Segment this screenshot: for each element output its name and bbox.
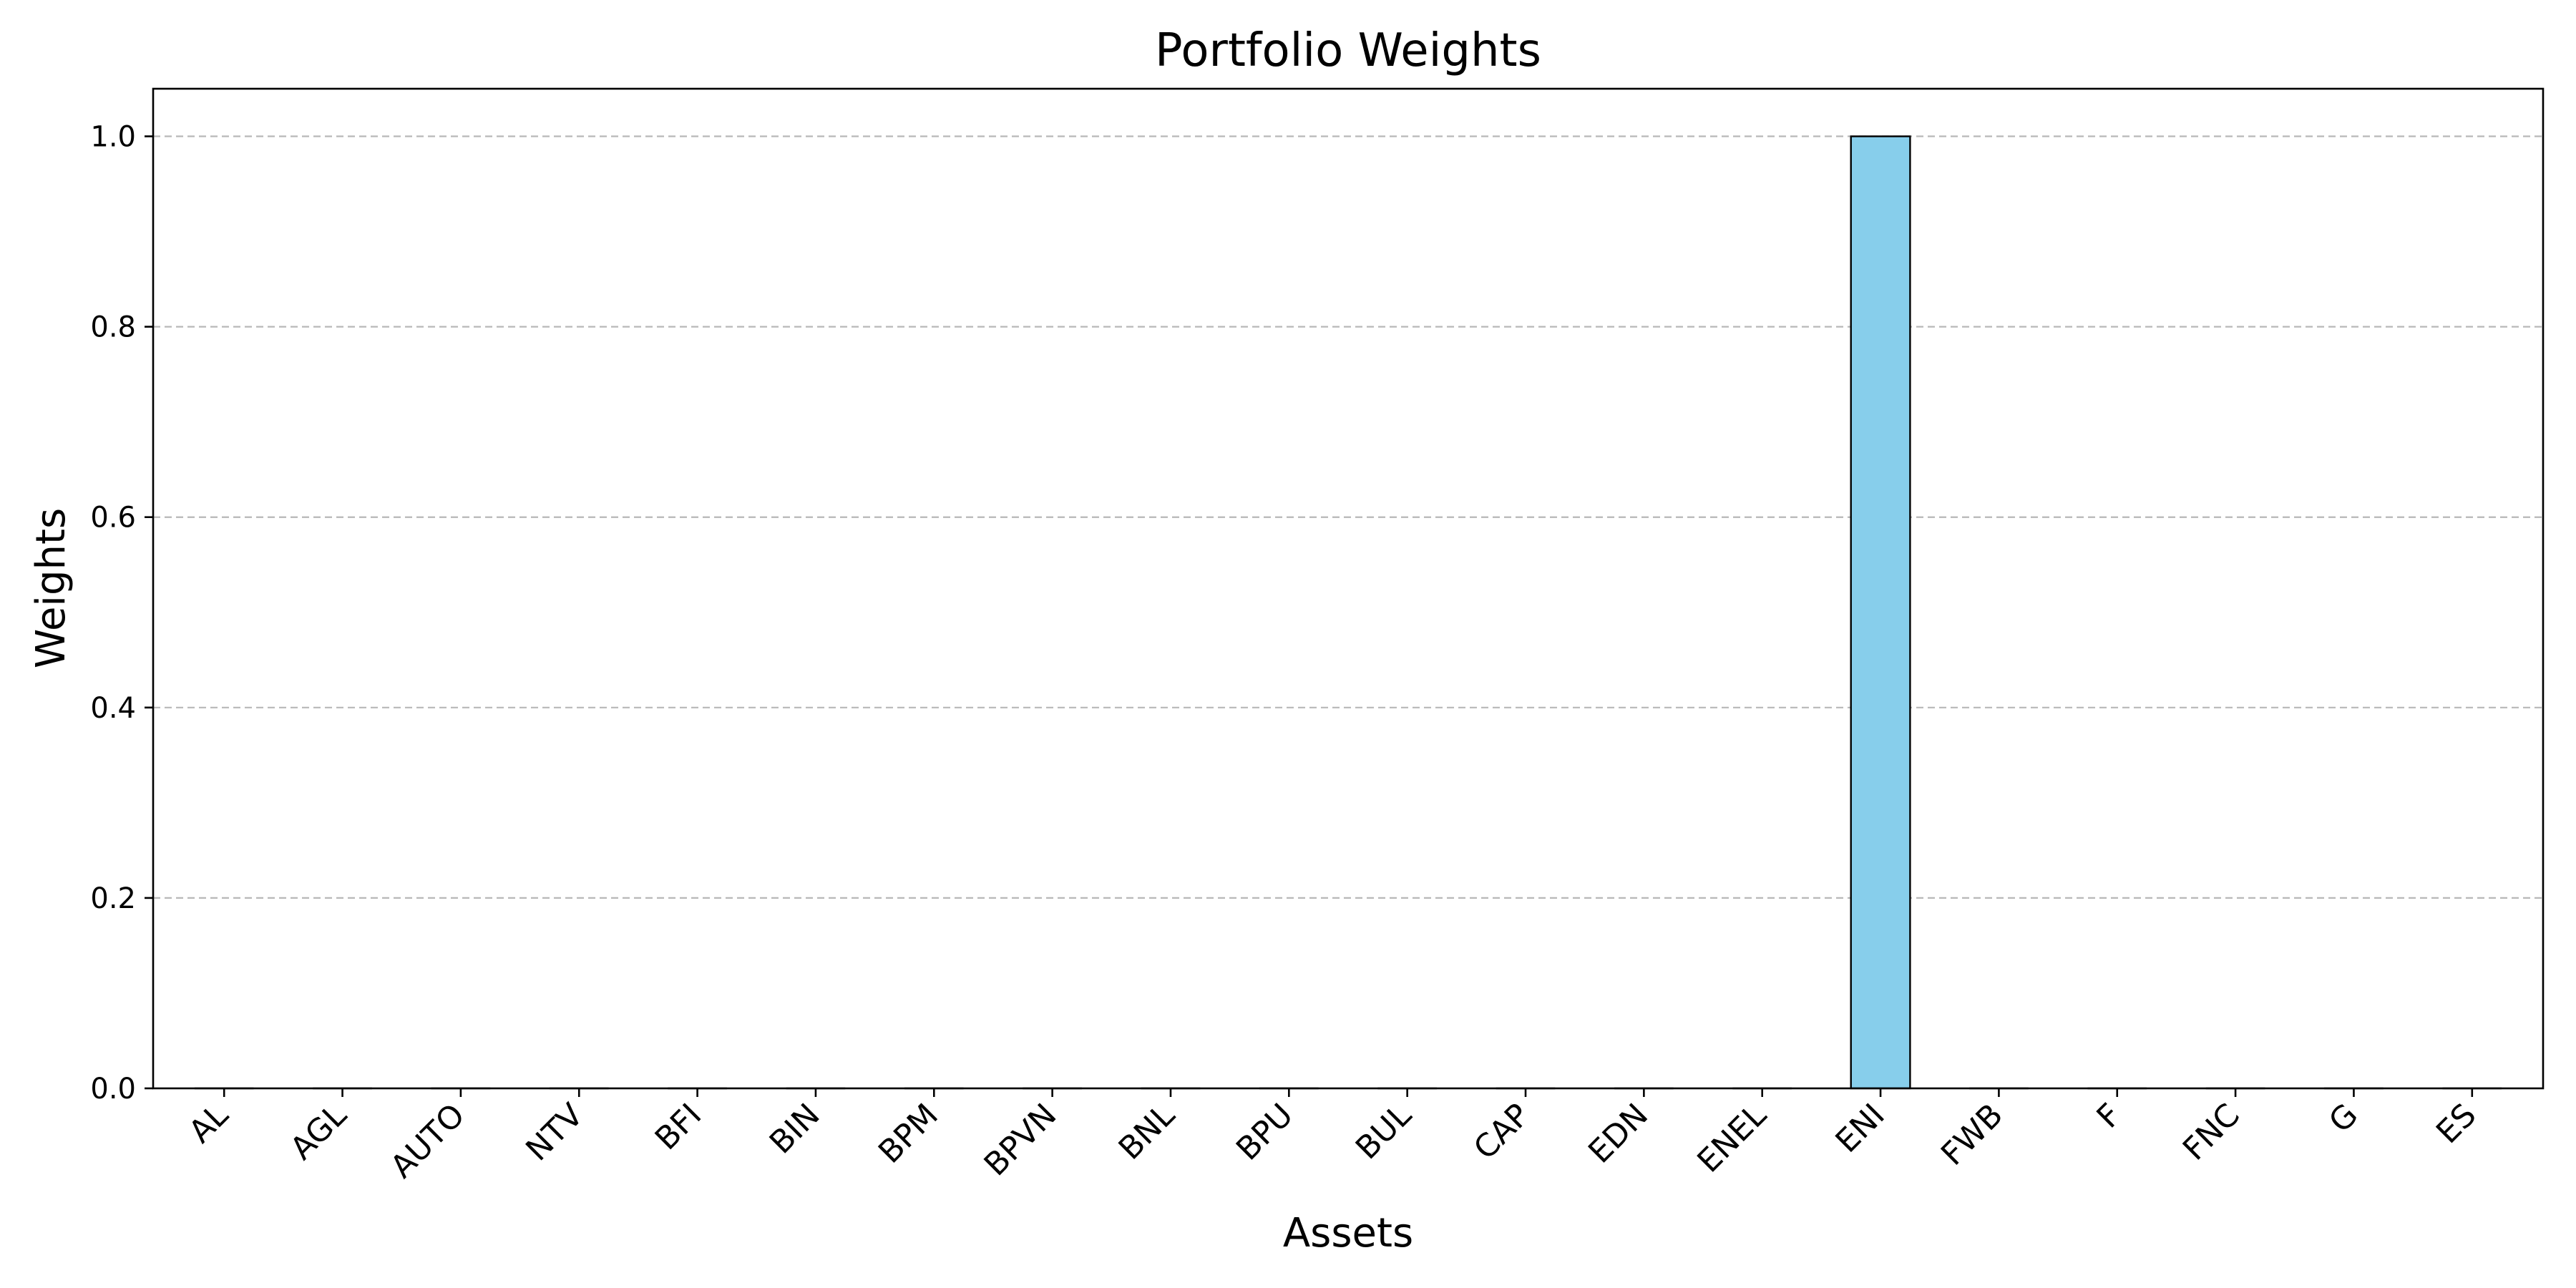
x-tick-label: AGL xyxy=(283,1096,354,1167)
y-tick-label: 0.8 xyxy=(90,311,136,344)
x-tick-label: ENI xyxy=(1829,1097,1892,1160)
x-tick-label: BPM xyxy=(872,1097,945,1171)
x-tick-label: ES xyxy=(2429,1097,2483,1151)
x-tick-label: CAP xyxy=(1467,1097,1537,1167)
y-tick-label: 0.6 xyxy=(90,502,136,535)
x-tick-label: AUTO xyxy=(384,1097,472,1186)
x-tick-label: FNC xyxy=(2176,1097,2247,1168)
bar-eni xyxy=(1850,135,1911,1090)
y-tick-label: 0.0 xyxy=(90,1073,136,1106)
chart-title: Portfolio Weights xyxy=(1155,24,1541,77)
y-axis-ticks: 0.0 0.2 0.4 0.6 0.8 1.0 xyxy=(90,121,153,1106)
y-tick-label: 0.4 xyxy=(90,692,136,725)
plot-frame xyxy=(152,87,2545,1090)
y-tick-label: 1.0 xyxy=(90,121,136,154)
x-axis-label: Assets xyxy=(1283,1210,1413,1257)
bars xyxy=(194,135,2502,1090)
x-tick-label: FWB xyxy=(1934,1097,2010,1173)
x-tick-label: BFI xyxy=(648,1097,708,1157)
y-tick-label: 0.2 xyxy=(90,882,136,915)
x-tick-label: BPVN xyxy=(977,1097,1064,1184)
x-tick-label: AL xyxy=(182,1096,235,1150)
x-tick-label: BIN xyxy=(763,1097,827,1161)
x-tick-label: NTV xyxy=(519,1097,590,1169)
gridlines xyxy=(153,135,2543,899)
x-tick-label: BUL xyxy=(1349,1096,1419,1166)
x-axis-ticks: AL AGL AUTO NTV BFI BIN BPM BPVN BNL BPU BUL CAP EDN… xyxy=(182,1088,2484,1186)
x-tick-label: EDN xyxy=(1581,1097,1655,1171)
y-axis-label: Weights xyxy=(28,508,74,668)
x-tick-label: BPU xyxy=(1229,1097,1300,1168)
x-tick-label: BNL xyxy=(1112,1096,1182,1166)
x-tick-label: G xyxy=(2322,1097,2365,1140)
x-tick-label: ENEL xyxy=(1691,1096,1774,1179)
x-tick-label: F xyxy=(2090,1097,2129,1136)
